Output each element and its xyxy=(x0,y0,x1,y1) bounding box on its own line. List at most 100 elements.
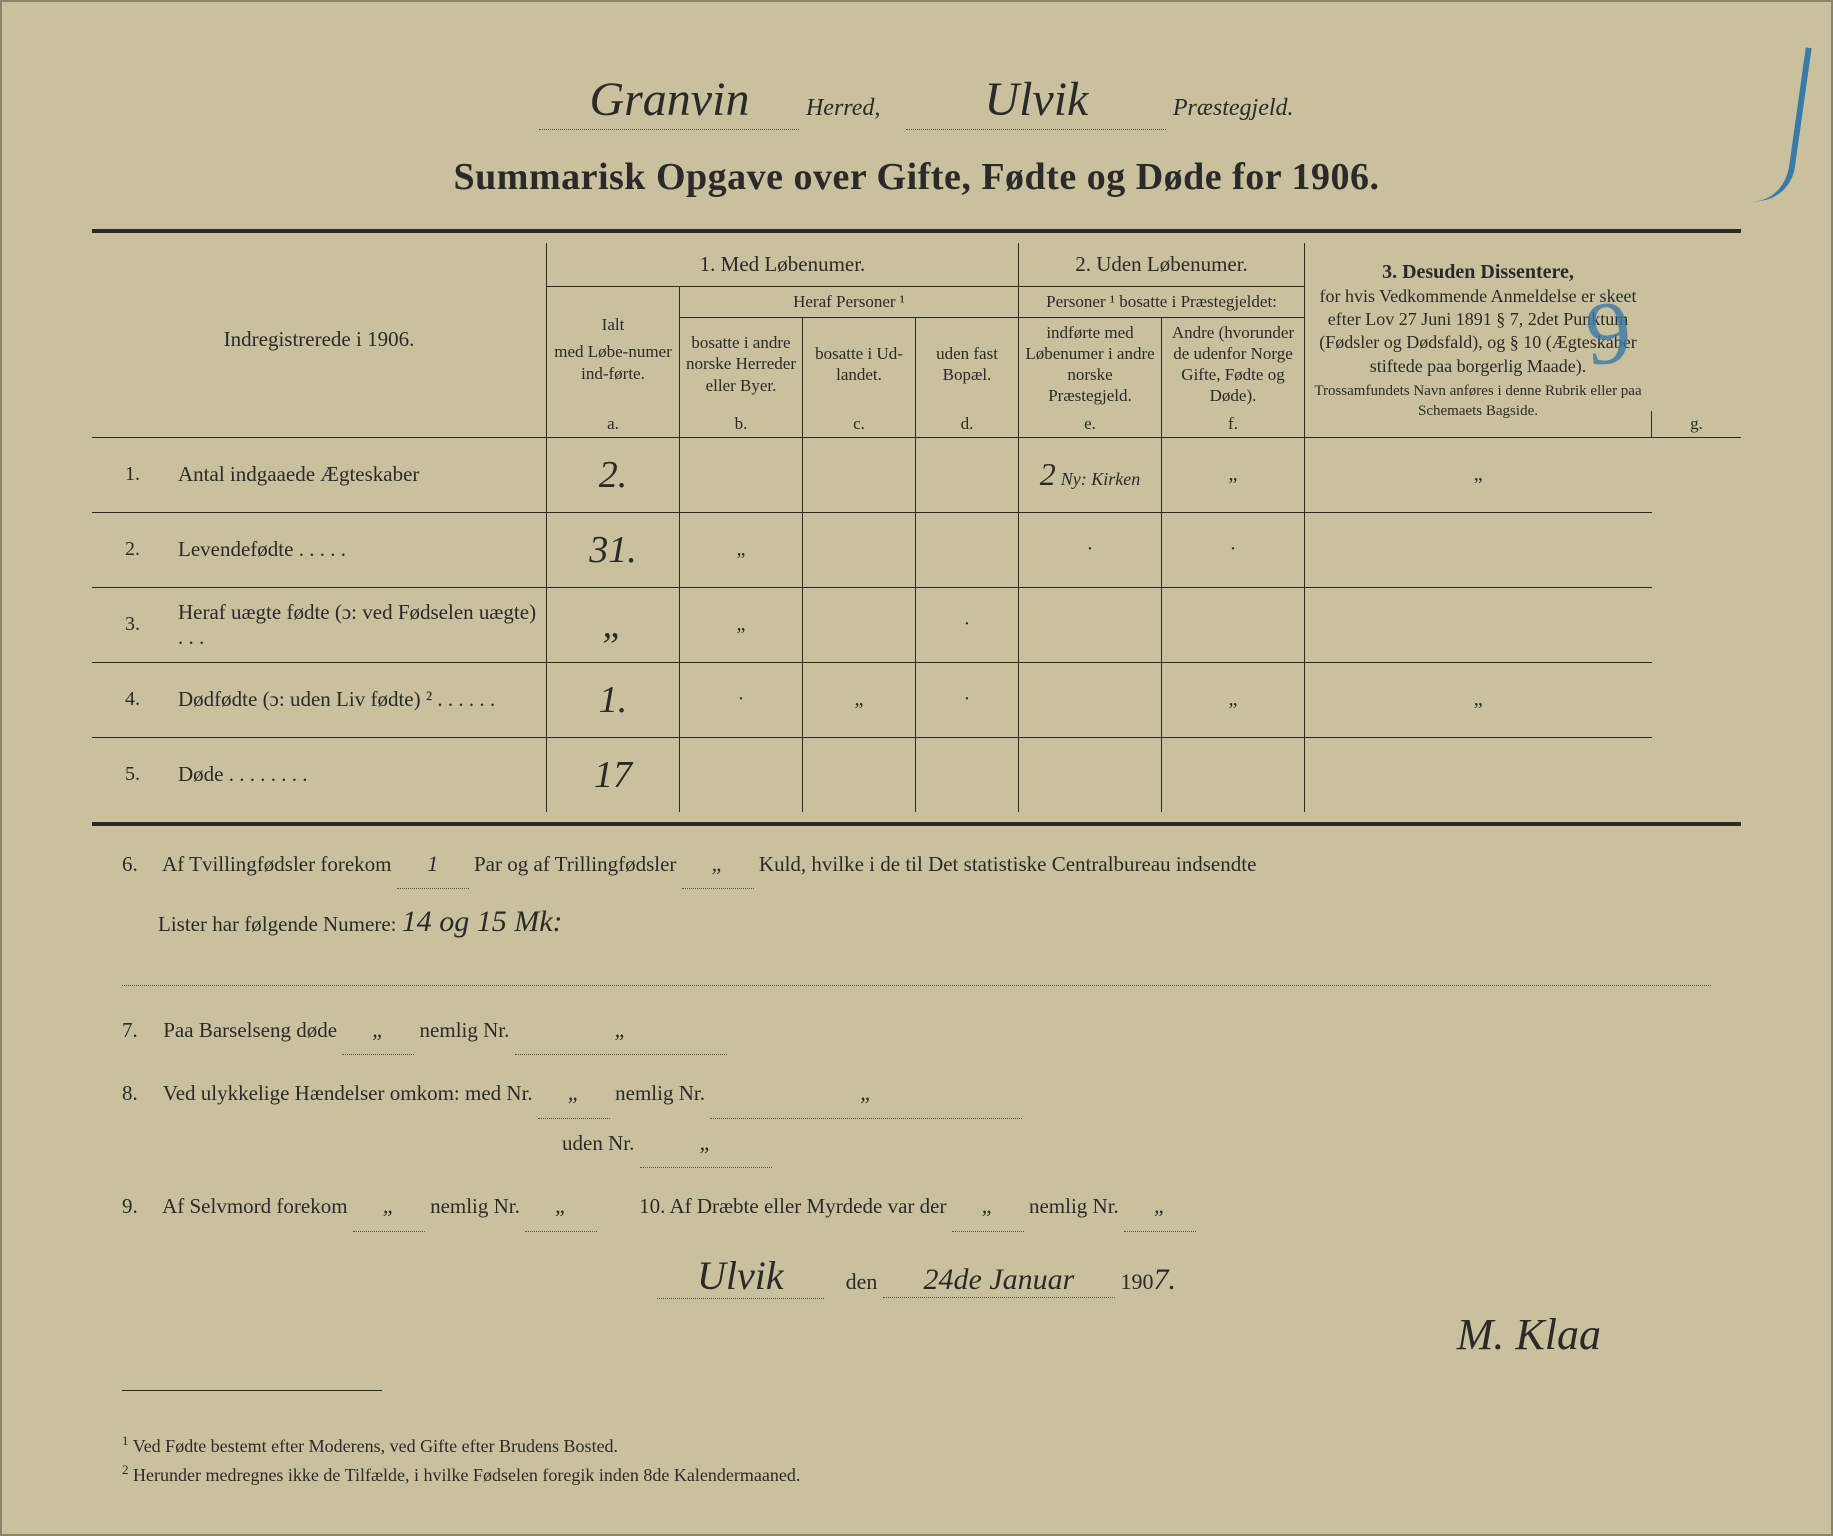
table-row: 2.Levendefødte . . . . .31.„ ·· xyxy=(92,512,1741,587)
cell-b: „ xyxy=(680,512,803,587)
cell-g: „ xyxy=(1305,437,1652,512)
table-row: 1.Antal indgaaede Ægteskaber2. 2 Ny: Kirk… xyxy=(92,437,1741,512)
row-label: Heraf uægte fødte (ɔ: ved Fødselen uægte… xyxy=(148,587,547,662)
blue-corner-mark xyxy=(1714,37,1812,206)
left-header: Indregistrerede i 1906. xyxy=(92,243,547,437)
cell-d: · xyxy=(916,662,1019,737)
cell-c xyxy=(803,437,916,512)
signature-name: M. Klaa xyxy=(1457,1310,1601,1359)
table-row: 4.Dødfødte (ɔ: uden Liv fødte) ² . . . .… xyxy=(92,662,1741,737)
list-numbers: 14 og 15 Mk: xyxy=(402,905,563,938)
cell-b: · xyxy=(680,662,803,737)
table-row: 5.Døde . . . . . . . .17 xyxy=(92,737,1741,812)
page-title: Summarisk Opgave over Gifte, Fødte og Dø… xyxy=(92,155,1741,199)
footnote-rule xyxy=(122,1390,382,1391)
cell-a: 2. xyxy=(547,437,680,512)
personer2-head: Personer ¹ bosatte i Præstegjeldet: xyxy=(1019,287,1305,317)
cell-f: „ xyxy=(1162,437,1305,512)
row-label: Levendefødte . . . . . xyxy=(148,512,547,587)
cell-g xyxy=(1305,512,1652,587)
col-c-head: bosatte i Ud-landet. xyxy=(803,317,916,411)
cell-f: · xyxy=(1162,512,1305,587)
line-8: 8. Ved ulykkelige Hændelser omkom: med N… xyxy=(122,1069,1741,1168)
signature-name-block: M. Klaa xyxy=(92,1309,1601,1360)
footnotes: 1 Ved Fødte bestemt efter Moderens, ved … xyxy=(122,1431,1741,1489)
cell-f: „ xyxy=(1162,662,1305,737)
line-6: 6. Af Tvillingfødsler forekom 1 Par og a… xyxy=(122,840,1741,955)
row-number: 4. xyxy=(92,662,148,737)
praestegjeld-label: Præstegjeld. xyxy=(1173,95,1294,121)
signature-date: 24de Januar xyxy=(883,1263,1115,1298)
cell-a: 17 xyxy=(547,737,680,812)
cell-c: „ xyxy=(803,662,916,737)
letter-f: f. xyxy=(1162,411,1305,438)
row-label: Antal indgaaede Ægteskaber xyxy=(148,437,547,512)
cell-e: 2 Ny: Kirken xyxy=(1019,437,1162,512)
after-table-section: 6. Af Tvillingfødsler forekom 1 Par og a… xyxy=(92,840,1741,1360)
footnote-2: 2 Herunder medregnes ikke de Tilfælde, i… xyxy=(122,1460,1741,1489)
cell-g: „ xyxy=(1305,662,1652,737)
dotted-divider xyxy=(122,985,1711,986)
letter-g: g. xyxy=(1652,411,1742,438)
row-number: 2. xyxy=(92,512,148,587)
row-number: 5. xyxy=(92,737,148,812)
summary-table: Indregistrerede i 1906. 1. Med Løbenumer… xyxy=(92,243,1741,812)
cell-f xyxy=(1162,587,1305,662)
row-label: Dødfødte (ɔ: uden Liv fødte) ² . . . . .… xyxy=(148,662,547,737)
row-number: 1. xyxy=(92,437,148,512)
mid-rule xyxy=(92,822,1741,826)
cell-c xyxy=(803,737,916,812)
signature-line: Ulvik den 24de Januar 1907. xyxy=(92,1252,1741,1299)
cell-e xyxy=(1019,587,1162,662)
section-1-head: 1. Med Løbenumer. xyxy=(547,243,1019,287)
col-d-head: uden fast Bopæl. xyxy=(916,317,1019,411)
line-9-10: 9. Af Selvmord forekom „ nemlig Nr. „ 10… xyxy=(122,1182,1741,1231)
letter-c: c. xyxy=(803,411,916,438)
signature-place: Ulvik xyxy=(657,1253,824,1299)
cell-a: „ xyxy=(547,587,680,662)
cell-g xyxy=(1305,587,1652,662)
cell-a: 31. xyxy=(547,512,680,587)
cell-b xyxy=(680,737,803,812)
row-label: Døde . . . . . . . . xyxy=(148,737,547,812)
cell-d: · xyxy=(916,587,1019,662)
cell-d xyxy=(916,512,1019,587)
herred-value: Granvin xyxy=(539,72,799,130)
cell-e xyxy=(1019,737,1162,812)
cell-d xyxy=(916,437,1019,512)
section-2-head: 2. Uden Løbenumer. xyxy=(1019,243,1305,287)
line-7: 7. Paa Barselseng døde „ nemlig Nr. „ xyxy=(122,1006,1741,1055)
table-row: 3.Heraf uægte fødte (ɔ: ved Fødselen uæg… xyxy=(92,587,1741,662)
letter-b: b. xyxy=(680,411,803,438)
col-a-head: Ialt med Løbe-numer ind-førte. xyxy=(547,287,680,411)
cell-e xyxy=(1019,662,1162,737)
twin-count: 1 xyxy=(397,840,469,889)
cell-c xyxy=(803,587,916,662)
top-rule xyxy=(92,229,1741,233)
cell-g xyxy=(1305,737,1652,812)
cell-b: „ xyxy=(680,587,803,662)
heraf-head: Heraf Personer ¹ xyxy=(680,287,1019,317)
table-header: Indregistrerede i 1906. 1. Med Løbenumer… xyxy=(92,243,1741,437)
letter-a: a. xyxy=(547,411,680,438)
row-number: 3. xyxy=(92,587,148,662)
blue-annotation: 9 xyxy=(1582,280,1636,387)
footnote-1: 1 Ved Fødte bestemt efter Moderens, ved … xyxy=(122,1431,1741,1460)
table-body: 1.Antal indgaaede Ægteskaber2.2 Ny: Kirk… xyxy=(92,437,1741,812)
triplet-count: „ xyxy=(682,840,754,889)
col-e-head: indførte med Løbenumer i andre norske Pr… xyxy=(1019,317,1162,411)
col-f-head: Andre (hvorunder de udenfor Norge Gifte,… xyxy=(1162,317,1305,411)
praestegjeld-value: Ulvik xyxy=(906,72,1166,130)
cell-f xyxy=(1162,737,1305,812)
letter-d: d. xyxy=(916,411,1019,438)
document-page: 9 Granvin Herred, Ulvik Præstegjeld. Sum… xyxy=(0,0,1833,1536)
cell-a: 1. xyxy=(547,662,680,737)
cell-c xyxy=(803,512,916,587)
cell-b xyxy=(680,437,803,512)
col-b-head: bosatte i andre norske Herreder eller By… xyxy=(680,317,803,411)
cell-e: · xyxy=(1019,512,1162,587)
herred-label: Herred, xyxy=(806,95,880,121)
header-line: Granvin Herred, Ulvik Præstegjeld. xyxy=(92,72,1741,130)
cell-d xyxy=(916,737,1019,812)
letter-e: e. xyxy=(1019,411,1162,438)
